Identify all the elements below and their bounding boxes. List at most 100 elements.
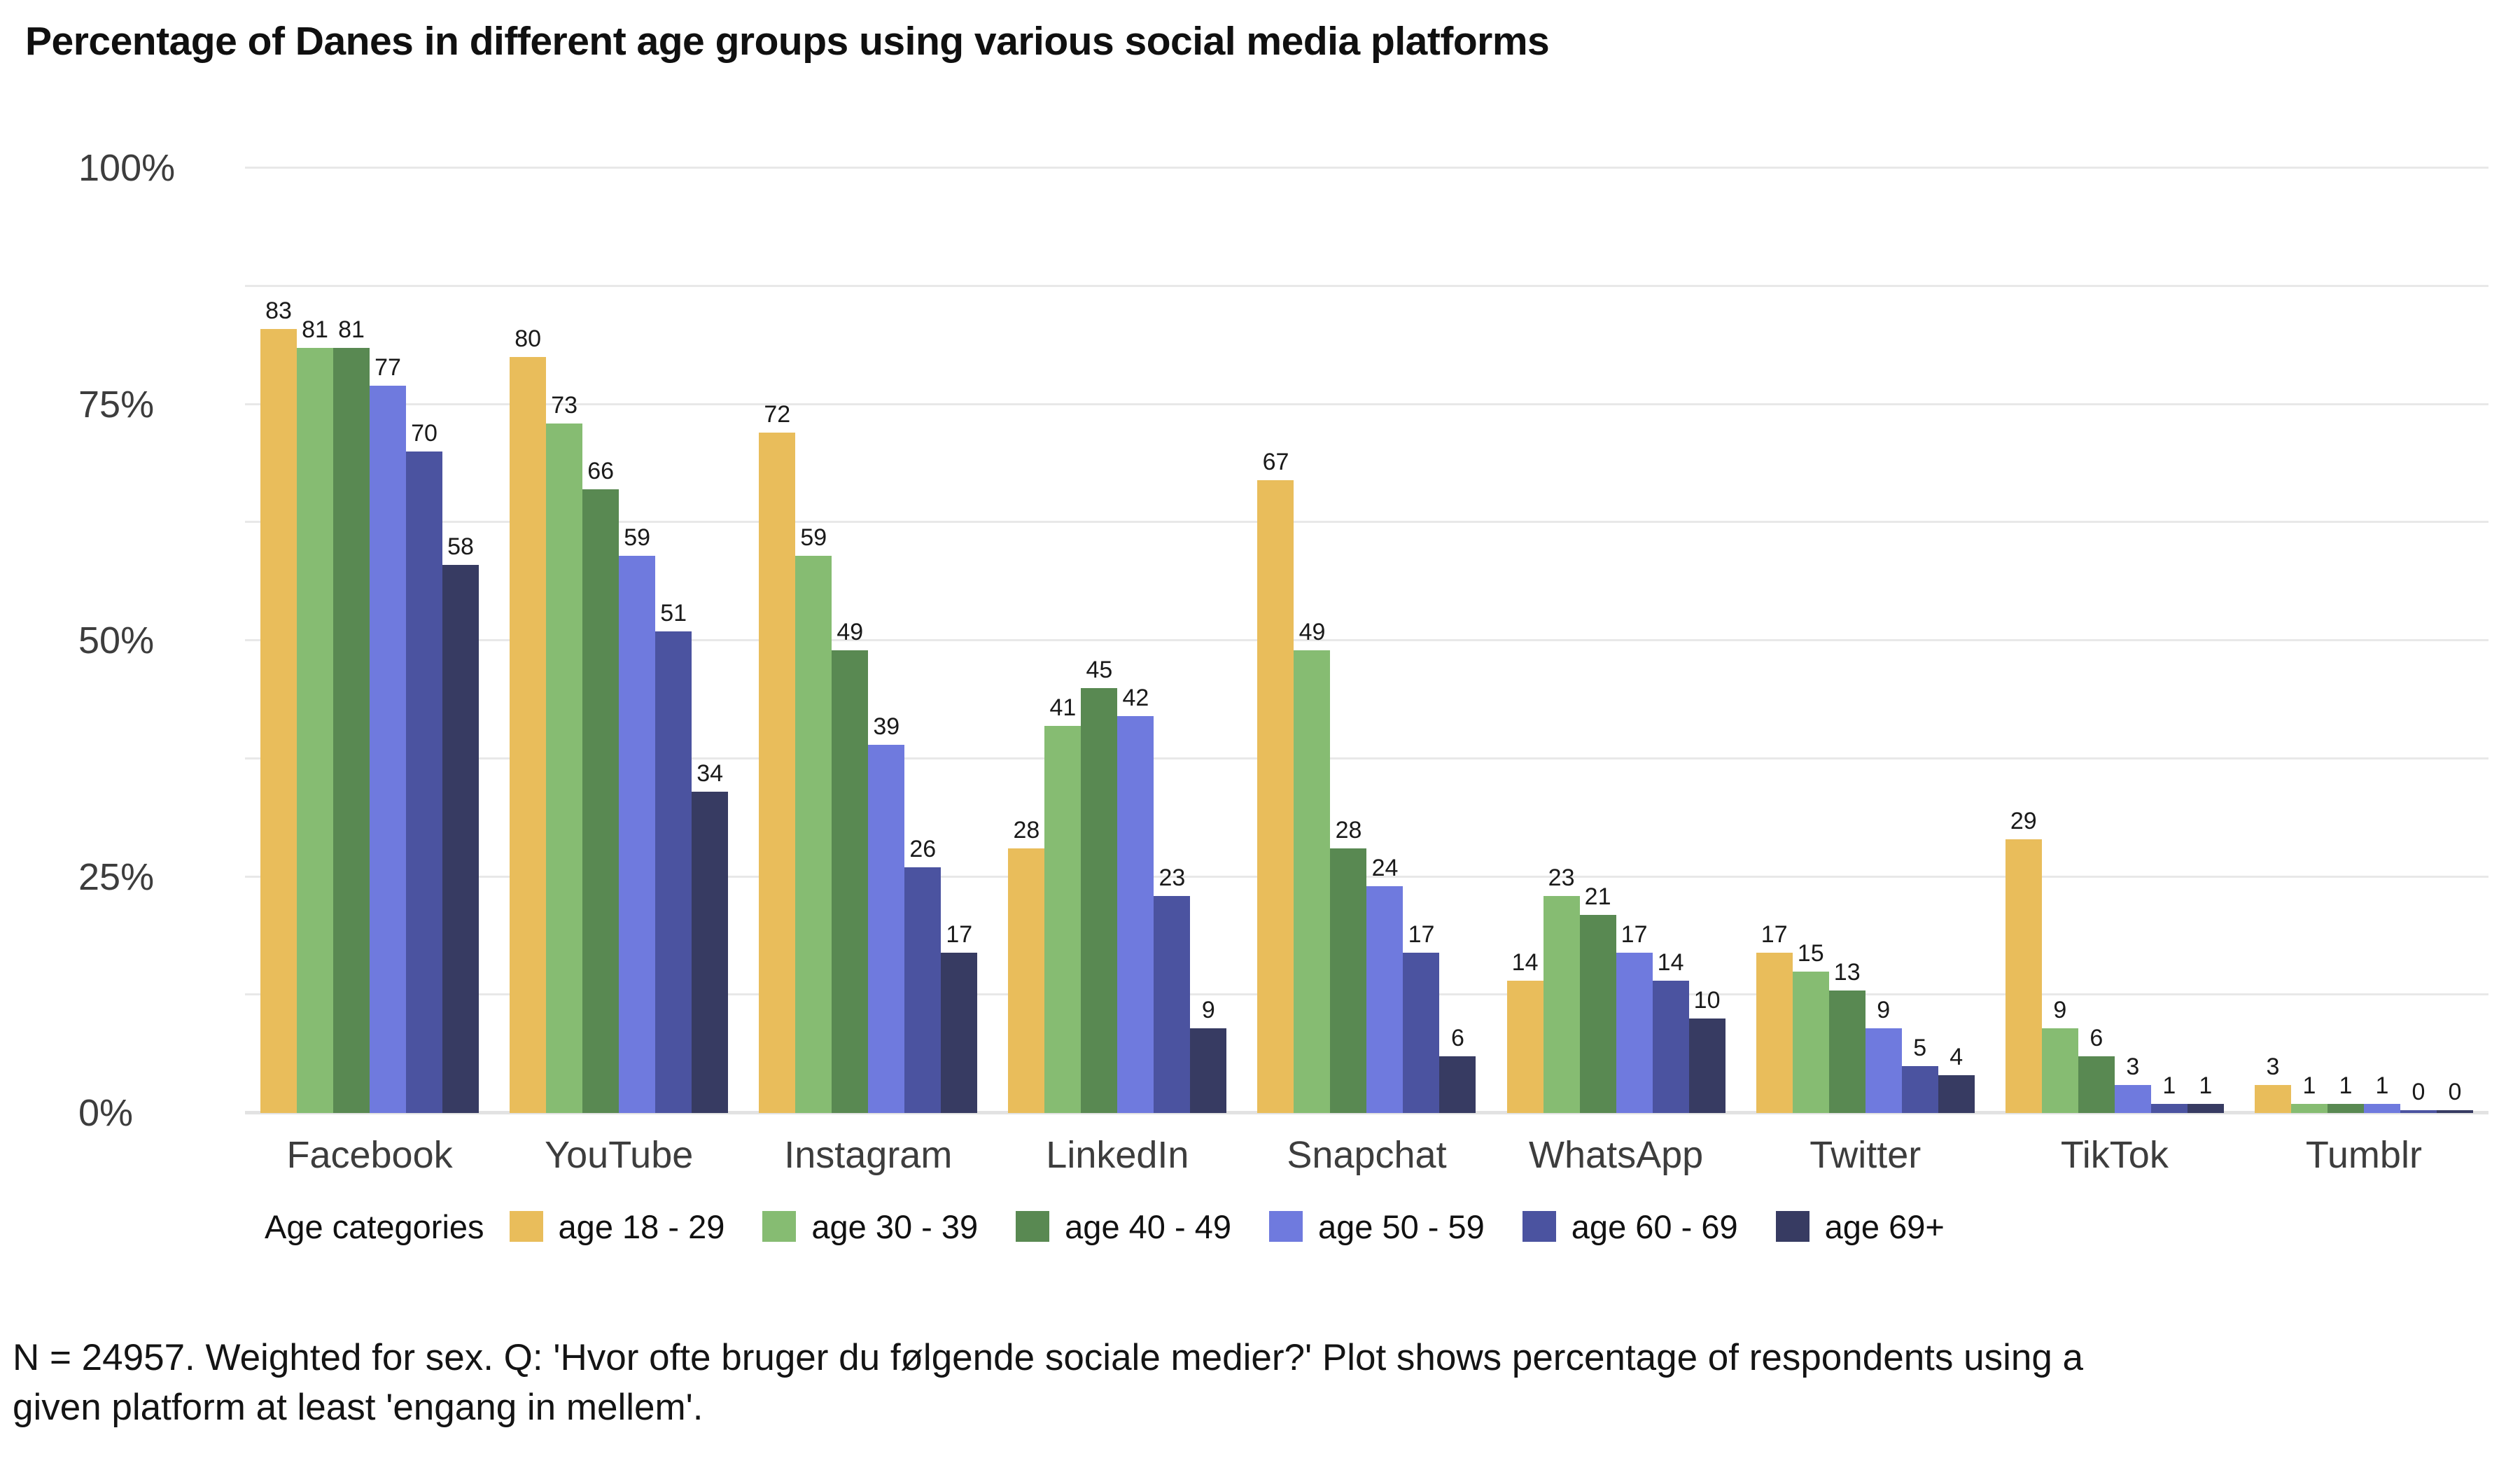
bar: 17 bbox=[941, 921, 978, 1113]
legend-entry: age 60 - 69 bbox=[1522, 1208, 1738, 1246]
bar: 39 bbox=[868, 713, 905, 1113]
bar-value-label: 3 bbox=[2126, 1053, 2140, 1080]
bar-value-label: 67 bbox=[1262, 448, 1289, 475]
bar: 83 bbox=[260, 298, 298, 1113]
gridline bbox=[245, 757, 2488, 760]
gridline bbox=[245, 284, 2488, 287]
bar-value-label: 3 bbox=[2266, 1053, 2280, 1080]
bar-value-label: 4 bbox=[1949, 1044, 1963, 1070]
bar: 28 bbox=[1330, 817, 1367, 1113]
bar-value-label: 28 bbox=[1335, 817, 1362, 844]
legend-swatch bbox=[1016, 1211, 1050, 1242]
bar: 9 bbox=[1865, 997, 1902, 1113]
bar-value-label: 80 bbox=[514, 326, 542, 352]
bar-group-snapchat: 67 49 28 24 17 6 bbox=[1242, 168, 1491, 1113]
legend-entry: age 30 - 39 bbox=[762, 1208, 978, 1246]
x-axis: Facebook YouTube Instagram LinkedIn Snapchat… bbox=[245, 1133, 2488, 1182]
bar-value-label: 77 bbox=[374, 354, 401, 381]
bar-value-label: 58 bbox=[447, 533, 474, 560]
bar-value-label: 9 bbox=[2053, 996, 2067, 1023]
bar: 6 bbox=[2078, 1025, 2115, 1113]
bar-group-whatsapp: 14 23 21 17 14 10 bbox=[1492, 168, 1741, 1113]
bar-value-label: 24 bbox=[1371, 855, 1399, 881]
x-category-label: Instagram bbox=[784, 1134, 953, 1176]
bar: 23 bbox=[1154, 864, 1191, 1113]
legend-swatch bbox=[1522, 1211, 1556, 1242]
y-axis: 0% 25% 50% 75% 100% bbox=[78, 149, 239, 1132]
y-tick-label: 50% bbox=[78, 620, 155, 662]
y-tick-label: 100% bbox=[78, 147, 176, 189]
legend: Age categories age 18 - 29 age 30 - 39 age… bbox=[265, 1207, 1982, 1246]
bar-value-label: 1 bbox=[2302, 1072, 2316, 1099]
chart-footer: N = 24957. Weighted for sex. Q: 'Hvor of… bbox=[13, 1337, 2084, 1428]
x-category-label: TikTok bbox=[2060, 1134, 2169, 1176]
legend-title: Age categories bbox=[265, 1208, 484, 1245]
bar-value-label: 17 bbox=[1408, 920, 1435, 948]
bar: 51 bbox=[655, 600, 692, 1113]
bar-group-twitter: 17 15 13 9 5 4 bbox=[1741, 168, 1990, 1113]
bar: 59 bbox=[795, 524, 832, 1113]
gridline bbox=[245, 521, 2488, 524]
bar: 42 bbox=[1117, 685, 1154, 1113]
legend-entry: age 18 - 29 bbox=[509, 1208, 725, 1246]
legend-entry-label: age 18 - 29 bbox=[558, 1208, 725, 1245]
legend-swatch bbox=[1775, 1211, 1809, 1242]
bar: 17 bbox=[1616, 921, 1653, 1113]
bar-value-label: 42 bbox=[1122, 685, 1149, 711]
bar: 80 bbox=[510, 326, 547, 1113]
legend-swatch bbox=[509, 1211, 543, 1242]
bar: 49 bbox=[832, 619, 869, 1113]
bar: 1 bbox=[2187, 1072, 2224, 1113]
bar-value-label: 45 bbox=[1086, 656, 1113, 683]
bar-group-facebook: 83 81 81 77 70 58 bbox=[245, 168, 494, 1113]
x-category-label: LinkedIn bbox=[1046, 1134, 1189, 1176]
bar-value-label: 49 bbox=[1298, 618, 1326, 645]
legend-entry-label: age 60 - 69 bbox=[1571, 1208, 1738, 1245]
bar: 45 bbox=[1081, 657, 1118, 1113]
bar-value-label: 70 bbox=[411, 420, 438, 447]
bar-value-label: 28 bbox=[1013, 817, 1040, 844]
bar-value-label: 81 bbox=[338, 316, 365, 343]
bar-value-label: 83 bbox=[265, 297, 292, 324]
bar-value-label: 72 bbox=[764, 401, 791, 428]
bar-value-label: 23 bbox=[1548, 864, 1575, 891]
bar: 1 bbox=[2363, 1072, 2400, 1113]
legend-swatch bbox=[1268, 1211, 1303, 1242]
bar-value-label: 9 bbox=[1877, 996, 1891, 1023]
bar: 58 bbox=[442, 533, 479, 1113]
bar-value-label: 9 bbox=[1201, 996, 1215, 1023]
y-tick-label: 25% bbox=[78, 855, 155, 898]
x-category-label: Twitter bbox=[1809, 1134, 1921, 1176]
legend-entry-label: age 50 - 59 bbox=[1317, 1208, 1485, 1245]
bar-value-label: 15 bbox=[1797, 939, 1824, 967]
bar-value-label: 26 bbox=[909, 836, 937, 862]
bar-value-label: 49 bbox=[836, 618, 864, 645]
bar-value-label: 51 bbox=[660, 599, 687, 626]
bar-value-label: 81 bbox=[302, 316, 328, 343]
bar: 0 bbox=[2436, 1079, 2473, 1113]
bar-value-label: 39 bbox=[873, 713, 900, 740]
bar: 66 bbox=[582, 458, 620, 1113]
bar-value-label: 23 bbox=[1158, 864, 1186, 891]
legend-entry-label: age 40 - 49 bbox=[1065, 1208, 1231, 1245]
bar: 14 bbox=[1652, 949, 1689, 1113]
bar: 5 bbox=[1901, 1035, 1938, 1113]
bar: 13 bbox=[1828, 959, 1865, 1113]
legend-entry-label: age 30 - 39 bbox=[811, 1208, 979, 1245]
bar-value-label: 59 bbox=[624, 524, 651, 551]
gridline bbox=[245, 167, 2488, 169]
bar: 59 bbox=[619, 524, 656, 1113]
bar: 3 bbox=[2254, 1054, 2291, 1113]
bar: 4 bbox=[1938, 1044, 1975, 1113]
bar-value-label: 66 bbox=[587, 458, 615, 484]
y-tick-label: 75% bbox=[78, 383, 155, 426]
legend-entry: age 69+ bbox=[1775, 1208, 1945, 1246]
bar-value-label: 1 bbox=[2375, 1072, 2389, 1099]
plot-area: 83 81 81 77 70 58 80 73 66 59 51 34 72 59 49 39 26 17 28 41… bbox=[245, 167, 2488, 1114]
bar: 21 bbox=[1579, 883, 1616, 1113]
bar-value-label: 59 bbox=[800, 524, 827, 551]
bar: 34 bbox=[692, 760, 729, 1113]
gridline bbox=[245, 875, 2488, 878]
bar-value-label: 13 bbox=[1833, 958, 1861, 986]
